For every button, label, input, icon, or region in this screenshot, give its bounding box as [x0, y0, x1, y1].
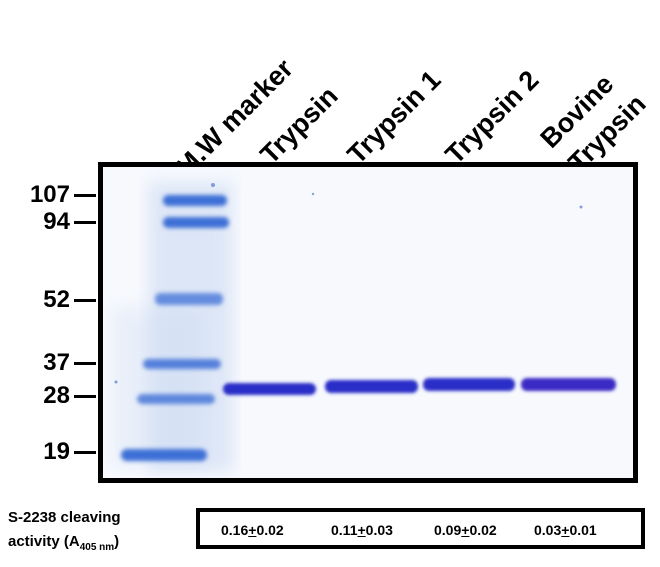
caption-suffix: )	[114, 533, 120, 550]
caption-prefix: activity (A	[8, 533, 80, 550]
marker-band-52	[155, 293, 223, 305]
lane-label-text: Trypsin 1	[341, 64, 447, 170]
lane-label-text: Trypsin 2	[439, 64, 545, 170]
lane-label-trypsin-1: Trypsin 1	[341, 64, 447, 170]
value-pm: +	[248, 522, 257, 538]
marker-band-94	[163, 217, 229, 228]
marker-band-37	[143, 359, 221, 369]
activity-caption-line2: activity (A405 nm)	[8, 530, 121, 560]
mw-tick-37	[74, 362, 96, 365]
activity-caption-line1: S-2238 cleaving	[8, 509, 121, 526]
mw-label-94: 94	[43, 208, 70, 235]
value-sd: 0.02	[256, 522, 284, 538]
band-trypsin-1	[325, 380, 418, 393]
mw-label-52: 52	[43, 286, 70, 313]
band-trypsin-2	[423, 378, 515, 391]
mw-label-107: 107	[29, 181, 70, 208]
mw-label-19: 19	[43, 438, 70, 465]
sample-bands	[223, 378, 616, 395]
value-mean: 0.11	[331, 522, 358, 538]
mw-label-28: 28	[43, 382, 70, 409]
gel-image	[98, 162, 638, 483]
activity-caption: S-2238 cleaving activity (A405 nm)	[8, 506, 121, 560]
marker-band-28	[137, 394, 215, 404]
value-sd: 0.03	[365, 522, 393, 538]
activity-value-trypsin-2: 0.09+0.02	[434, 522, 497, 538]
value-sd: 0.01	[569, 522, 597, 538]
caption-sub: 405 nm	[79, 542, 115, 553]
activity-value-trypsin: 0.16+0.02	[221, 522, 284, 538]
mw-tick-94	[74, 221, 96, 224]
mw-tick-52	[74, 299, 96, 302]
marker-band-107	[163, 195, 227, 206]
gel-specks	[114, 183, 583, 384]
activity-value-trypsin-1: 0.11+0.03	[331, 522, 393, 538]
band-bovine-trypsin	[521, 378, 616, 391]
mw-tick-28	[74, 395, 96, 398]
marker-band-19	[121, 449, 207, 461]
value-pm: +	[461, 522, 470, 538]
value-sd: 0.02	[469, 522, 497, 538]
band-trypsin	[223, 383, 316, 395]
marker-lane-smear	[148, 182, 233, 472]
mw-tick-107	[74, 194, 96, 197]
mw-label-37: 37	[43, 349, 70, 376]
value-mean: 0.03	[534, 522, 562, 538]
lane-label-trypsin-2: Trypsin 2	[439, 64, 545, 170]
activity-value-bovine-trypsin: 0.03+0.01	[534, 522, 597, 538]
value-pm: +	[357, 522, 366, 538]
value-mean: 0.09	[434, 522, 462, 538]
value-pm: +	[561, 522, 570, 538]
value-mean: 0.16	[221, 522, 249, 538]
activity-values-box: 0.16+0.02 0.11+0.03 0.09+0.02 0.03+0.01	[196, 508, 645, 549]
marker-bands	[121, 195, 229, 461]
mw-tick-19	[74, 451, 96, 454]
gel-svg	[103, 167, 633, 478]
